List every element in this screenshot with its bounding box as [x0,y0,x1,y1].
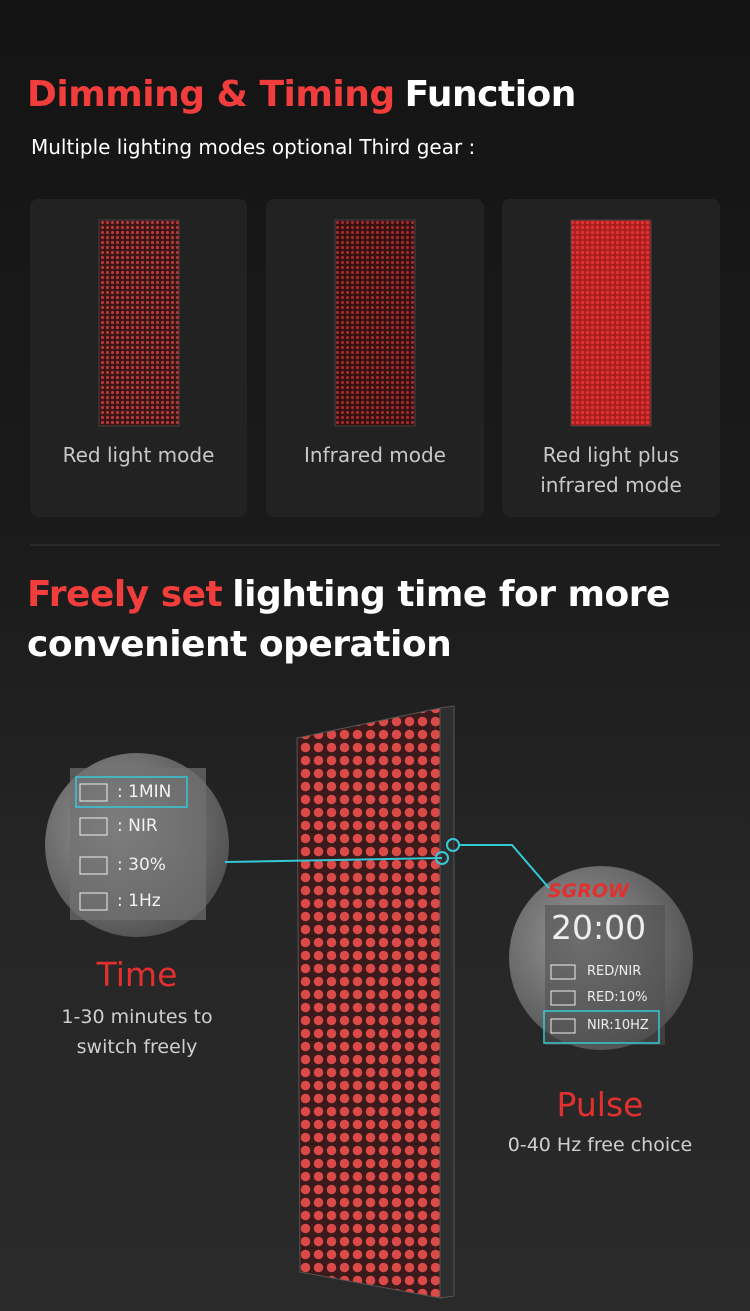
icon [550,1018,576,1034]
brand: SGROW [548,880,630,902]
screen [545,905,665,1045]
highlight-box [543,1010,660,1044]
feature-description: 1-30 minutes to switch freely [61,1006,213,1058]
heading: Freely set lighting time for more convenie… [27,570,670,670]
heading-highlight: Freely set [27,574,223,615]
display-row: RED/NIR [587,964,642,979]
display-row: : 1MIN [117,782,172,802]
feature-description: 0-40 Hz free choice [507,1134,693,1156]
icon [79,892,108,911]
feature-label: Pulse [556,1085,644,1124]
device-panel [296,707,441,1299]
device-side [439,705,455,1299]
panel-image [334,219,416,427]
clock: 20:00 [551,908,647,947]
icon [79,817,108,836]
connector [459,844,550,889]
icon [550,990,576,1006]
screen [70,768,206,920]
connector [224,857,443,863]
display-row: RED:10% [587,990,648,1005]
mode-label: Red light plus infrared mode [540,443,682,497]
connector-dot [446,838,460,852]
mode-label: Infrared mode [304,443,446,467]
display-row: : 30% [117,855,166,875]
heading-text: Function [404,74,577,115]
icon [79,783,108,802]
highlight-box [75,776,188,808]
display-row: : 1Hz [117,891,161,911]
connector-dot [435,851,449,865]
heading: Dimming & Timing Function [27,74,576,115]
feature-label: Time [96,955,178,994]
icon [550,964,576,980]
panel-image [98,219,180,427]
subtitle: Multiple lighting modes optional Third g… [31,135,476,159]
display-row: NIR:10HZ [587,1018,649,1033]
mode-label: Red light mode [62,443,215,467]
heading-text: lighting time for more [232,574,670,615]
display-row: : NIR [117,816,158,836]
panel-image [570,219,652,427]
heading-highlight: Dimming & Timing [27,74,395,115]
icon [79,856,108,875]
heading-text: convenient operation [27,624,452,665]
